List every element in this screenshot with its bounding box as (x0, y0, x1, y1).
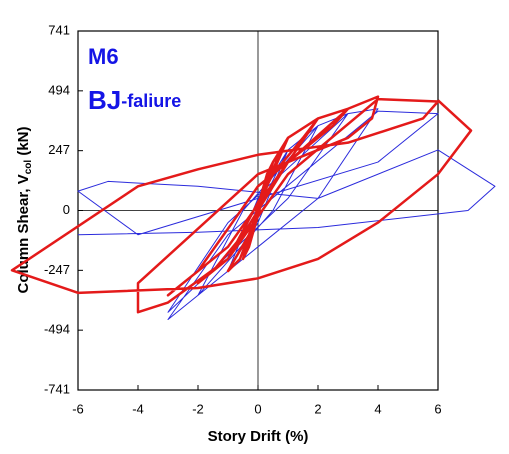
annotation-part: -faliure (121, 91, 181, 111)
x-tick-label: 4 (374, 401, 381, 416)
x-tick-label: -2 (192, 401, 204, 416)
annotation: M6 (88, 44, 119, 69)
series-line (10, 95, 473, 314)
y-label-part: (kN) (15, 127, 32, 160)
y-tick-label: -741 (44, 381, 70, 396)
x-tick-label: -4 (132, 401, 144, 416)
y-tick-label: 0 (63, 202, 70, 217)
x-tick-label: -6 (72, 401, 84, 416)
annotation: BJ-faliure (88, 85, 181, 115)
x-tick-label: 0 (254, 401, 261, 416)
x-tick-label: 6 (434, 401, 441, 416)
y-tick-label: -494 (44, 322, 70, 337)
y-axis-label: Column Shear, Vcol (kN) (15, 127, 34, 294)
annotation-part: BJ (88, 85, 121, 115)
y-tick-label: 247 (48, 142, 70, 157)
x-tick-label: 2 (314, 401, 321, 416)
y-label-part: Column Shear, V (15, 174, 32, 293)
y-label-sub: col (23, 160, 34, 175)
y-tick-label: 494 (48, 82, 70, 97)
y-tick-label: -247 (44, 262, 70, 277)
x-axis-label: Story Drift (%) (208, 428, 309, 445)
y-tick-label: 741 (48, 22, 70, 37)
